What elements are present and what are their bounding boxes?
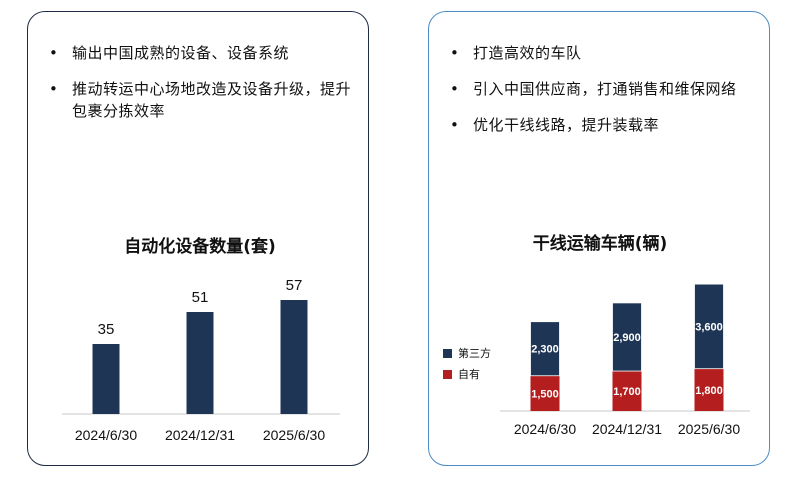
x-tick-label: 2024/6/30 [75,427,137,443]
data-label-third-party: 2,300 [531,344,559,356]
legend-swatch-own [443,370,452,379]
right-bullet-1: • 打造高效的车队 [450,44,582,62]
x-tick-label: 2024/12/31 [165,427,235,443]
right-bullet-list: • 打造高效的车队 • 引入中国供应商，打通销售和维保网络 • 优化干线线路，提升装载… [447,42,757,150]
left-bullet-list: • 输出中国成熟的设备、设备系统 • 推动转运中心场地改造及设备升级，提升包裹分拣效… [46,42,356,136]
legend-label-own: 自有 [458,367,480,381]
bar-own-2024/6/30 [530,375,560,411]
data-label-automation: 51 [192,289,209,306]
legend-label-third-party: 第三方 [458,346,491,360]
x-tick-label: 2025/6/30 [263,427,325,443]
bullet-dot-icon: • [450,80,460,98]
right-bullet-3: • 优化干线线路，提升装载率 [450,116,660,134]
data-label-automation: 35 [98,321,115,338]
bar-automation-2024/12/31 [186,312,214,414]
bar-own-2025/6/30 [694,368,724,411]
data-label-third-party: 3,600 [695,321,723,333]
x-tick-label: 2024/6/30 [514,421,576,437]
bar-own-2024/12/31 [612,371,642,411]
right-chart-title: 干线运输车辆(辆) [532,234,668,254]
data-label-own: 1,800 [695,385,723,397]
x-tick-label: 2025/6/30 [678,421,740,437]
bullet-dot-icon: • [450,116,460,134]
bullet-dot-icon: • [450,44,460,62]
bullet-dot-icon: • [49,44,59,62]
data-label-third-party: 2,900 [613,332,641,344]
bullet-dot-icon: • [49,80,59,98]
data-label-own: 1,500 [531,388,559,400]
legend-swatch-third-party [443,349,452,358]
right-bullet-2: • 引入中国供应商，打通销售和维保网络 [450,80,737,98]
data-label-automation: 57 [286,277,303,294]
bar-automation-2025/6/30 [280,300,308,414]
bar-third-party-2024/6/30 [530,321,560,377]
x-tick-label: 2024/12/31 [592,421,662,437]
data-label-own: 1,700 [613,386,641,398]
bar-third-party-2024/12/31 [612,302,642,372]
left-bullet-2: • 推动转运中心场地改造及设备升级，提升包裹分拣效率 [49,80,352,120]
bar-third-party-2025/6/30 [694,283,724,370]
bar-automation-2024/6/30 [92,344,120,414]
left-chart-title: 自动化设备数量(套) [124,237,276,257]
left-bullet-1: • 输出中国成熟的设备、设备系统 [49,44,290,62]
